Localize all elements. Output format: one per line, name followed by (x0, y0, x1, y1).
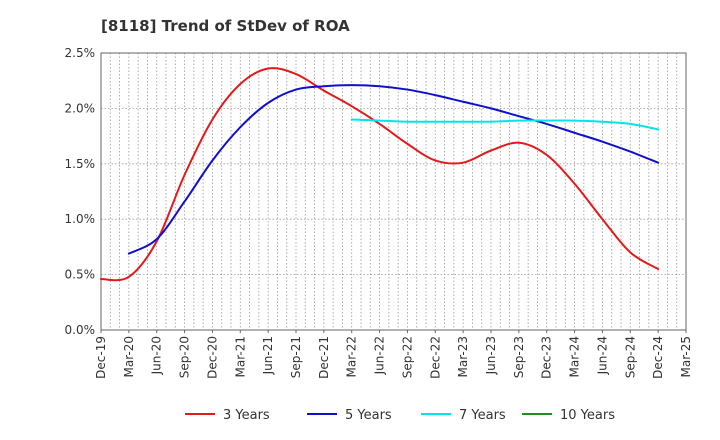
x-tick-label: Dec-23 (540, 336, 554, 379)
legend-label-1: 3 Years (223, 408, 270, 423)
x-tick-label: Jun-24 (595, 336, 609, 375)
plot-area (101, 53, 686, 330)
x-tick-label: Mar-22 (345, 336, 359, 377)
legend: 3 Years 5 Years 7 Years 10 Years (185, 408, 615, 423)
y-tick-label: 1.0% (65, 212, 96, 226)
x-tick-label: Sep-21 (289, 336, 303, 378)
y-tick-label: 0.0% (65, 323, 96, 337)
y-tick-label: 2.5% (65, 46, 96, 60)
x-tick-label: Mar-20 (122, 336, 136, 377)
x-tick-label: Jun-20 (150, 336, 164, 375)
series-line-1 (100, 67, 660, 282)
legend-label-4: 10 Years (560, 408, 615, 423)
series-lines (100, 67, 660, 282)
x-tick-label: Jun-22 (373, 336, 387, 375)
chart-title: [8118] Trend of StDev of ROA (101, 17, 350, 35)
axes: 0.0% 0.5% 1.0% 1.5% 2.0% 2.5% Dec-19 Mar-20 Jun-… (65, 46, 694, 379)
x-tick-label: Sep-23 (512, 336, 526, 378)
plot-border (100, 52, 687, 331)
x-tick-label: Mar-23 (456, 336, 470, 377)
legend-label-2: 5 Years (345, 408, 392, 423)
x-tick-label: Mar-24 (568, 336, 582, 377)
y-tick-label: 2.0% (65, 101, 96, 115)
x-tick-label: Sep-20 (178, 336, 192, 378)
x-tick-label: Dec-24 (651, 336, 665, 379)
legend-label-3: 7 Years (459, 408, 506, 423)
x-tick-label: Jun-23 (484, 336, 498, 375)
x-tick-label: Dec-21 (317, 336, 331, 379)
x-tick-label: Dec-19 (94, 336, 108, 379)
y-tick-label: 1.5% (65, 157, 96, 171)
x-tick-label: Sep-22 (400, 336, 414, 378)
y-tick-label: 0.5% (65, 268, 96, 282)
series-line-2 (127, 84, 660, 255)
series-line-3 (350, 118, 660, 131)
x-tick-label: Mar-25 (679, 336, 693, 377)
x-tick-label: Jun-21 (261, 336, 275, 375)
x-tick-label: Sep-24 (623, 336, 637, 378)
x-tick-label: Dec-22 (428, 336, 442, 379)
x-tick-label: Mar-21 (233, 336, 247, 377)
x-tick-label: Dec-20 (205, 336, 219, 379)
grid (100, 52, 687, 331)
